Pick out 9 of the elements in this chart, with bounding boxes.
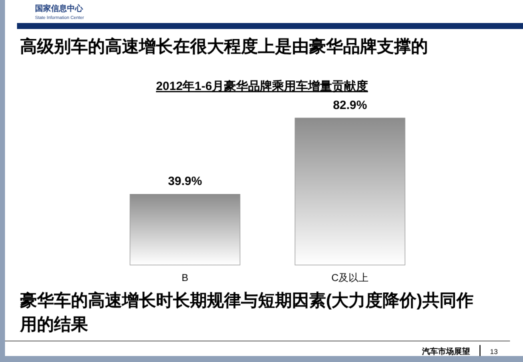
data-label: 82.9%	[332, 98, 368, 112]
text: 豪华车的高速增长时长期规律与短期因素(大力度降价)共同作用的结果	[19, 291, 474, 334]
chart-title: 高级别车的高速增长在很大程度上是由豪华品牌支撑的	[20, 37, 428, 56]
text: 汽车市场展望	[421, 346, 470, 356]
data-label: 39.9%	[168, 174, 202, 188]
chart-subtitle: 2012年1-6月豪华品牌乘用车增量贡献度	[156, 79, 368, 93]
text: 国家信息中心	[35, 3, 84, 13]
x-tick-label: B	[182, 273, 189, 284]
x-tick-label: C及以上	[331, 272, 369, 284]
